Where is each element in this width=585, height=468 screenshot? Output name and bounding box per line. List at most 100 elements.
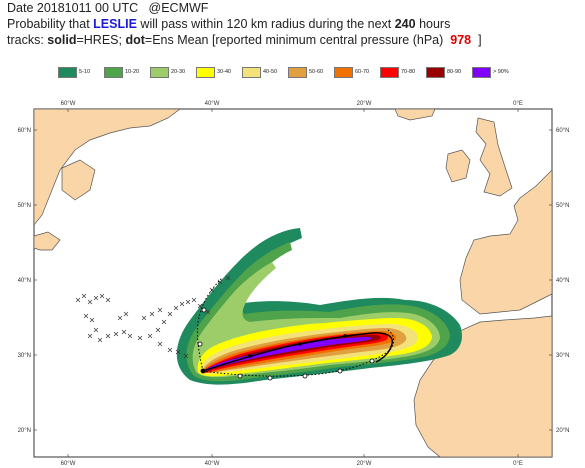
- ensemble-cross: [117, 315, 123, 321]
- left-lat-label: 60°N: [18, 128, 31, 134]
- probability-legend: 5-10 10-20 20-30 30-40 40-50 50-60 60-70 70-80 8…: [58, 66, 518, 78]
- ensemble-cross: [191, 297, 197, 303]
- legend-item: 80-90: [426, 66, 467, 78]
- ensemble-cross: [93, 327, 99, 333]
- forecast-hours: 240: [394, 17, 416, 31]
- legend-swatch: [380, 66, 399, 78]
- ensemble-cross: [185, 299, 191, 305]
- ensemble-cross: [225, 275, 231, 281]
- legend-swatch: [242, 66, 261, 78]
- ensemble-cross: [105, 297, 111, 303]
- ensemble-cross: [99, 293, 105, 299]
- left-lat-label: 40°N: [18, 278, 31, 284]
- legend-label: 10-20: [125, 69, 140, 75]
- right-lat-label: 20°N: [556, 428, 569, 434]
- ensemble-cross: [105, 333, 111, 339]
- legend-item: 5-10: [58, 66, 99, 78]
- legend-swatch: [472, 66, 491, 78]
- land-masses: [34, 109, 552, 457]
- legend-swatch: [334, 66, 353, 78]
- ensemble-mean-track: [197, 277, 395, 377]
- right-lat-label: 60°N: [556, 128, 569, 134]
- left-lat-label: 30°N: [18, 353, 31, 359]
- land-north-america: [34, 109, 181, 226]
- right-lat-label: 40°N: [556, 278, 569, 284]
- ensemble-cross: [157, 307, 163, 313]
- ensemble-cross: [167, 311, 173, 317]
- prob-above-90: [203, 337, 372, 372]
- dot-desc: =Ens Mean [reported minimum central pres…: [144, 33, 444, 47]
- hres-track: [202, 332, 393, 372]
- top-lon-label: 0°E: [513, 101, 523, 107]
- solid-desc: =HRES;: [76, 33, 122, 47]
- ensemble-cross: [149, 311, 155, 317]
- right-lat-label: 50°N: [556, 203, 569, 209]
- ensemble-cross: [123, 311, 129, 317]
- top-lon-label: 20°W: [357, 101, 372, 107]
- bottom-lon-label: 20°W: [357, 461, 372, 467]
- bottom-lon-label: 40°W: [205, 461, 220, 467]
- ensemble-cross: [155, 327, 161, 333]
- forecast-date: Date 20181011 00 UTC: [7, 1, 139, 15]
- legend-label: 5-10: [79, 69, 91, 75]
- ensemble-cross: [179, 301, 185, 307]
- legend-swatch: [288, 66, 307, 78]
- left-lat-label: 50°N: [18, 203, 31, 209]
- legend-item: 20-30: [150, 66, 191, 78]
- ensemble-cross: [89, 317, 95, 323]
- ensemble-cross: [217, 279, 223, 285]
- dot-label: dot: [125, 33, 145, 47]
- land-nova-scotia: [34, 231, 61, 251]
- ensemble-cross: [141, 315, 147, 321]
- ensemble-cross: [173, 305, 179, 311]
- ensemble-cross: [183, 353, 189, 359]
- ensemble-cross: [175, 349, 181, 355]
- top-lon-label: 60°W: [61, 101, 76, 107]
- legend-label: 60-70: [355, 69, 370, 75]
- header-line-2: Probability that LESLIE will pass within…: [7, 17, 450, 32]
- right-lat-label: 30°N: [556, 353, 569, 359]
- header-line-1: Date 20181011 00 UTC @ECMWF: [7, 1, 208, 16]
- land-europe: [459, 169, 552, 315]
- ensemble-cross: [81, 293, 87, 299]
- legend-item: 70-80: [380, 66, 421, 78]
- bottom-lon-label: 0°E: [513, 461, 523, 467]
- ensemble-cross: [197, 303, 203, 309]
- left-lat-label: 20°N: [18, 428, 31, 434]
- legend-label: 30-40: [217, 69, 232, 75]
- storm-name: LESLIE: [93, 17, 137, 31]
- land-iceland: [394, 109, 436, 121]
- header-line-3: tracks: solid=HRES; dot=Ens Mean [report…: [7, 33, 482, 48]
- ensemble-cross: [97, 337, 103, 343]
- probability-field: [176, 228, 462, 385]
- legend-item: 60-70: [334, 66, 375, 78]
- land-newfoundland: [61, 159, 96, 201]
- legend-label: 20-30: [171, 69, 186, 75]
- ensemble-cross: [137, 335, 143, 341]
- source-label: @ECMWF: [148, 1, 209, 15]
- solid-label: solid: [47, 33, 77, 47]
- ensemble-cross: [93, 295, 99, 301]
- map-content: [34, 109, 552, 457]
- top-lon-label: 40°W: [205, 101, 220, 107]
- legend-swatch: [150, 66, 169, 78]
- legend-label: 80-90: [447, 69, 462, 75]
- legend-item: 40-50: [242, 66, 283, 78]
- legend-label: 40-50: [263, 69, 278, 75]
- line2-mid: will pass within 120 km radius during th…: [140, 17, 392, 31]
- ensemble-cross: [147, 333, 153, 339]
- legend-item: 50-60: [288, 66, 329, 78]
- legend-item: 30-40: [196, 66, 237, 78]
- ensemble-cross: [75, 297, 81, 303]
- ensemble-cross: [167, 347, 173, 353]
- ensemble-cross: [161, 319, 167, 325]
- min-pressure: 978: [450, 33, 472, 47]
- legend-label: 70-80: [401, 69, 416, 75]
- ensemble-cross: [87, 299, 93, 305]
- ensemble-cross: [157, 341, 163, 347]
- bracket-close: ]: [478, 33, 482, 47]
- tracks-prefix: tracks:: [7, 33, 44, 47]
- legend-swatch: [426, 66, 445, 78]
- bottom-lon-label: 60°W: [61, 461, 76, 467]
